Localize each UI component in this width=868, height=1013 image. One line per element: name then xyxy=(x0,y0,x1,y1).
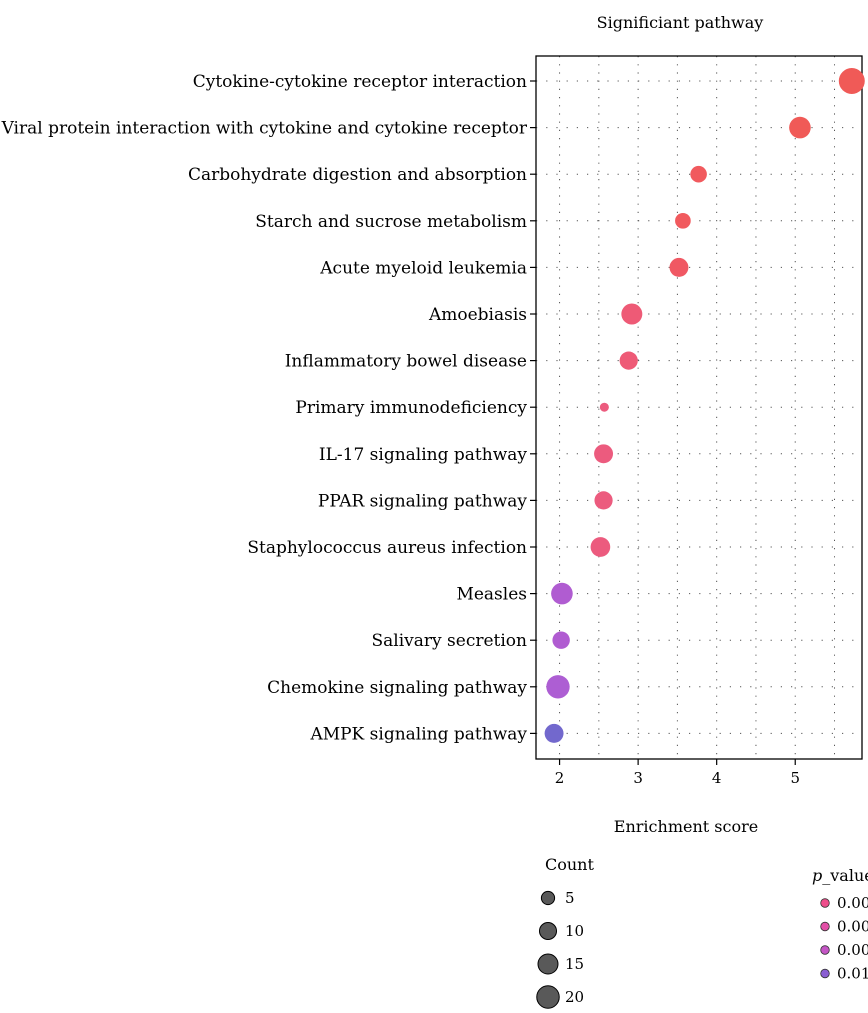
data-point xyxy=(590,537,611,557)
count-legend-label: 10 xyxy=(565,922,584,940)
p-value-legend-key xyxy=(820,921,830,932)
p-value-legend-title: p_value xyxy=(812,866,868,885)
data-point xyxy=(594,444,614,464)
p-value-legend: p_value 0.003 0.006 0.009 0.012 xyxy=(812,866,868,983)
y-tick-label: Inflammatory bowel disease xyxy=(285,352,527,372)
x-tick-label: 2 xyxy=(555,769,565,787)
y-tick-label: AMPK signaling pathway xyxy=(309,724,527,744)
y-tick-label: Starch and sucrose metabolism xyxy=(255,212,527,232)
count-legend-key xyxy=(536,985,560,1009)
y-tick-label: Carbohydrate digestion and absorption xyxy=(188,165,527,185)
y-tick-label: Salivary secretion xyxy=(372,631,528,651)
p-value-legend-label: 0.003 xyxy=(837,894,868,912)
x-axis-label: Enrichment score xyxy=(614,817,758,836)
count-legend-label: 20 xyxy=(565,988,584,1006)
y-tick-label: IL-17 signaling pathway xyxy=(319,445,528,465)
y-tick-label: Staphylococcus aureus infection xyxy=(247,538,527,558)
data-point xyxy=(551,582,573,605)
y-tick-label: Viral protein interaction with cytokine … xyxy=(1,119,528,139)
y-tick-label: Amoebiasis xyxy=(428,305,527,325)
category-labels: Cytokine-cytokine receptor interaction Vi… xyxy=(1,72,528,744)
x-tick-label: 3 xyxy=(633,769,643,787)
y-tick-label: Primary immunodeficiency xyxy=(295,398,527,418)
data-point xyxy=(675,212,691,229)
y-tick-label: Measles xyxy=(456,585,527,605)
y-tick-label: Cytokine-cytokine receptor interaction xyxy=(193,72,527,92)
data-point xyxy=(546,675,570,699)
chart-title: Significiant pathway xyxy=(597,13,764,32)
count-legend-title: Count xyxy=(545,855,594,874)
p-value-legend-label: 0.012 xyxy=(837,965,868,983)
data-points xyxy=(544,68,865,743)
data-point xyxy=(621,303,643,325)
p-value-legend-label: 0.006 xyxy=(837,918,868,936)
x-tick-label: 4 xyxy=(712,769,722,787)
data-point xyxy=(669,257,689,277)
x-ticks: 2 3 4 5 xyxy=(530,80,800,787)
count-legend-key xyxy=(537,953,559,975)
data-point xyxy=(619,351,638,370)
y-tick-label: PPAR signaling pathway xyxy=(318,491,528,511)
data-point xyxy=(690,165,707,183)
count-legend-label: 15 xyxy=(565,955,584,973)
data-point xyxy=(594,491,613,510)
data-point xyxy=(789,116,811,139)
y-tick-label: Acute myeloid leukemia xyxy=(319,258,527,278)
data-point xyxy=(599,402,609,412)
data-point xyxy=(838,68,865,94)
p-value-legend-key xyxy=(820,945,830,955)
count-legend-label: 5 xyxy=(565,889,575,907)
count-legend-key xyxy=(540,890,556,906)
grid-lines xyxy=(536,56,862,759)
p-value-legend-key xyxy=(820,968,830,979)
data-point xyxy=(544,723,564,743)
y-tick-label: Chemokine signaling pathway xyxy=(267,678,527,698)
data-point xyxy=(552,631,570,649)
p-value-legend-label: 0.009 xyxy=(837,941,868,959)
count-legend-key xyxy=(538,921,558,941)
x-tick-label: 5 xyxy=(790,769,800,787)
count-legend: Count 5 10 15 20 xyxy=(536,855,594,1009)
plot-frame xyxy=(535,55,863,760)
p-value-legend-key xyxy=(820,898,830,908)
